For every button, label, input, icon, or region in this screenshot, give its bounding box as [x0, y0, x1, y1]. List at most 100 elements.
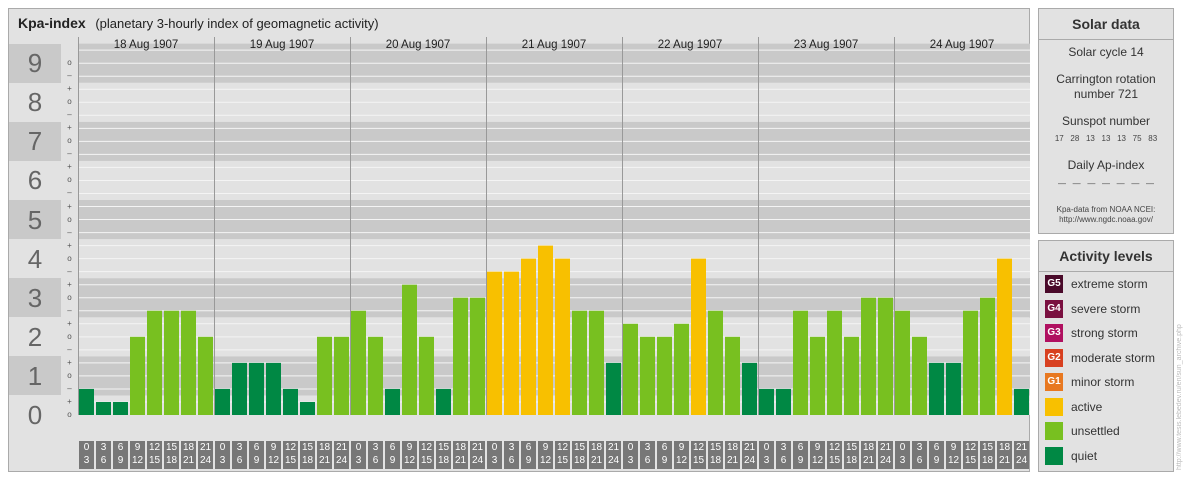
level-label: extreme storm: [1071, 277, 1148, 291]
kpa-bar: [317, 336, 332, 415]
interval-start: 18: [726, 442, 739, 453]
ap-index-values: — — — — — — —: [1057, 179, 1154, 188]
kpa-bar: [980, 297, 995, 415]
kp-level-label: 3: [27, 282, 43, 313]
hour-interval-label: 18 21: [317, 441, 332, 469]
kpa-bar: [504, 271, 519, 415]
hour-interval-label: 18 21: [861, 441, 876, 469]
interval-end: 24: [335, 455, 348, 466]
axis-band: [9, 356, 61, 396]
interval-start: 6: [933, 442, 940, 453]
hour-interval-label: 18 21: [453, 441, 468, 469]
interval-start: 12: [556, 442, 569, 453]
sunspot-values: 17 28 13 13 13 75 83: [1054, 134, 1158, 143]
interval-end: 12: [267, 455, 280, 466]
interval-start: 9: [542, 442, 549, 453]
interval-start: 6: [253, 442, 260, 453]
hour-interval-label: 12 15: [691, 441, 706, 469]
interval-end: 12: [811, 455, 824, 466]
hour-interval-label: 9 12: [130, 441, 145, 469]
interval-start: 9: [678, 442, 685, 453]
level-swatch: [1045, 422, 1063, 440]
interval-start: 3: [780, 442, 787, 453]
kp-subdivision-label: –: [67, 110, 72, 120]
interval-end: 15: [148, 455, 161, 466]
kpa-bar: [300, 401, 315, 415]
hour-interval-label: 15 18: [164, 441, 179, 469]
level-swatch: G4: [1045, 299, 1063, 318]
hour-interval-label: 15 18: [708, 441, 723, 469]
kp-subdivision-label: o: [67, 370, 72, 380]
interval-start: 15: [981, 442, 994, 453]
interval-end: 18: [845, 455, 858, 466]
kp-subdivision-label: o: [67, 97, 72, 107]
interval-start: 12: [828, 442, 841, 453]
axis-band: [9, 121, 61, 161]
kpa-bar: [385, 388, 400, 415]
hour-interval-label: 15 18: [980, 441, 995, 469]
interval-start: 3: [100, 442, 107, 453]
kpa-bar: [368, 336, 383, 415]
kpa-bar: [79, 388, 94, 415]
interval-end: 18: [981, 455, 994, 466]
interval-start: 21: [471, 442, 484, 453]
interval-start: 0: [627, 442, 634, 453]
kp-subdivision-axis: o + o + – o + – o + – o + – o + – o + – o + – o + – o –: [61, 37, 78, 419]
hour-interval-label: 18 21: [725, 441, 740, 469]
level-swatch: G5: [1045, 275, 1063, 293]
interval-start: 21: [335, 442, 348, 453]
kpa-bar: [657, 336, 672, 415]
kpa-bar: [606, 362, 621, 415]
interval-end: 21: [590, 455, 603, 466]
kp-subdivision-label: +: [67, 240, 72, 250]
interval-end: 21: [318, 455, 331, 466]
kp-subdivision-label: –: [67, 149, 72, 159]
hour-interval-label: 9 12: [266, 441, 281, 469]
hour-interval-label: 9 12: [810, 441, 825, 469]
kpa-bar: [997, 258, 1012, 415]
kpa-bar: [538, 245, 553, 415]
kp-level-label: 7: [27, 126, 43, 157]
kpa-bar: [351, 310, 366, 415]
kp-subdivision-label: +: [67, 279, 72, 289]
level-label: unsettled: [1071, 424, 1120, 438]
interval-start: 9: [134, 442, 141, 453]
interval-start: 6: [117, 442, 124, 453]
interval-end: 9: [661, 455, 668, 466]
carrington-rotation-label: Carrington rotation: [1056, 72, 1156, 86]
level-swatch: [1045, 397, 1063, 416]
credit-text: http://www.tesis.lebedev.ru/en/sun_archi…: [1176, 324, 1183, 470]
interval-start: 15: [573, 442, 586, 453]
kp-level-label: 9: [27, 48, 43, 79]
kpa-bar: [419, 336, 434, 415]
kp-subdivision-label: o: [67, 331, 72, 341]
level-swatch: G1: [1045, 373, 1063, 391]
kpa-bar: [266, 362, 281, 415]
hour-interval-label: 18 21: [181, 441, 196, 469]
axis-band: [9, 239, 61, 279]
kp-subdivision-label: +: [67, 201, 72, 211]
sunspot-title: Sunspot number: [1061, 114, 1151, 128]
kp-level-label: 8: [27, 87, 43, 118]
source-link[interactable]: http://www.ngdc.noaa.gov/: [1059, 215, 1153, 224]
kp-subdivision-label: +: [67, 357, 72, 367]
interval-start: 12: [148, 442, 161, 453]
day-label: 24 Aug 1907: [929, 39, 995, 51]
interval-start: 18: [318, 442, 331, 453]
kpa-bar: [946, 362, 961, 415]
interval-start: 15: [709, 442, 722, 453]
interval-end: 12: [947, 455, 960, 466]
interval-end: 6: [372, 455, 379, 466]
chart-header: Kpa-index (planetary 3-hourly index of g…: [9, 9, 1029, 37]
kpa-bar: [708, 310, 723, 415]
hour-interval-label: 21 24: [1014, 441, 1029, 469]
kp-subdivision-label: +: [67, 162, 72, 172]
kp-subdivision-label: +: [67, 84, 72, 94]
interval-start: 12: [964, 442, 977, 453]
kpa-bar: [164, 310, 179, 415]
